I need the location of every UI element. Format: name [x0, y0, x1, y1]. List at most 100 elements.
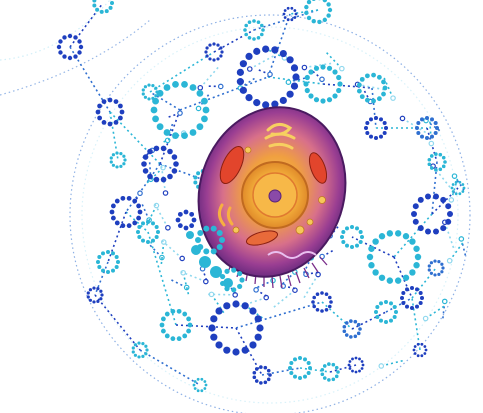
network-node	[165, 224, 171, 231]
ring-dot	[425, 116, 429, 120]
ring-dot	[204, 50, 208, 54]
ring-dot	[266, 377, 271, 382]
ring-dot	[67, 33, 73, 39]
ring-dot	[212, 58, 216, 62]
ring-dot	[56, 44, 62, 50]
ring-dot	[141, 92, 145, 96]
ring-dot	[67, 55, 73, 61]
ring-dot	[152, 115, 159, 123]
ring-dot	[327, 378, 331, 382]
ring-dot	[427, 264, 431, 268]
ring-dot	[117, 115, 123, 121]
ring-dot	[137, 355, 141, 359]
ring-dot	[176, 308, 182, 314]
network-branch	[148, 243, 163, 259]
ring-dot	[219, 54, 223, 58]
network-link	[109, 111, 161, 165]
ring-dot	[381, 91, 386, 97]
ring-dot	[114, 198, 120, 204]
ring-dot	[358, 327, 362, 331]
ring-dot	[254, 333, 262, 341]
ring-dot	[173, 161, 179, 167]
ring-dot	[86, 291, 90, 295]
ring-dot	[420, 342, 424, 346]
ring-dot	[371, 98, 376, 104]
ring-dot	[147, 83, 151, 87]
network-branch	[425, 304, 447, 320]
ring-dot	[461, 190, 465, 193]
ring-dot	[417, 225, 424, 232]
ring-dot	[203, 248, 210, 255]
ring-dot	[433, 121, 438, 125]
network-branch	[441, 301, 446, 320]
ring-dot	[443, 160, 447, 164]
ring-dot	[348, 367, 352, 370]
ring-dot	[203, 225, 210, 232]
ring-dot	[306, 15, 312, 21]
network-ring	[311, 291, 333, 313]
ring-dot	[113, 119, 119, 125]
ring-dot	[331, 377, 336, 382]
ring-dot	[353, 334, 358, 339]
network-node	[315, 271, 321, 278]
ring-dot	[210, 225, 217, 232]
network-branch	[402, 117, 429, 135]
ring-dot	[441, 266, 445, 270]
ring-dot	[360, 367, 364, 370]
ring-dot	[86, 295, 90, 299]
ring-dot	[438, 167, 443, 172]
ring-dot	[147, 148, 153, 155]
ring-dot	[356, 331, 361, 336]
ring-dot	[259, 381, 263, 385]
ring-dot	[172, 132, 179, 140]
ring-dot	[210, 248, 217, 255]
ring-dot	[303, 374, 307, 379]
ring-dot	[160, 176, 167, 183]
ring-dot	[413, 262, 420, 269]
ring-dot	[141, 88, 145, 92]
network-link	[149, 91, 181, 111]
ring-dot	[462, 186, 466, 190]
ring-dot	[205, 46, 209, 50]
ring-dot	[320, 367, 325, 372]
ring-dot	[386, 230, 394, 237]
network-branch	[249, 53, 277, 70]
network-branch	[160, 241, 165, 266]
ring-dot	[415, 287, 419, 292]
ring-dot	[440, 262, 444, 266]
ring-dot	[97, 255, 102, 259]
network-branch	[281, 271, 296, 286]
ring-dot	[418, 301, 423, 305]
ring-dot	[244, 23, 249, 28]
ring-dot	[433, 131, 438, 135]
ring-dot	[327, 7, 333, 13]
network-ring	[356, 72, 388, 104]
ring-dot	[440, 270, 444, 274]
ring-dot	[350, 225, 354, 229]
ring-dot	[110, 215, 116, 221]
ring-dot	[210, 333, 218, 341]
ring-dot	[254, 379, 259, 383]
network-ring	[159, 308, 193, 342]
ring-dot	[368, 262, 375, 269]
ring-dot	[252, 19, 256, 23]
ring-dot	[143, 85, 148, 89]
ring-dot	[438, 152, 443, 157]
ring-dot	[378, 233, 386, 240]
ring-dot	[429, 261, 434, 265]
ring-dot	[141, 342, 145, 346]
ring-dot	[232, 348, 240, 356]
network-node	[246, 66, 253, 72]
network-branch	[161, 132, 185, 144]
ring-dot	[136, 230, 140, 234]
ring-dot	[101, 99, 107, 105]
ring-dot	[205, 54, 209, 58]
network-link	[322, 83, 373, 89]
ring-dot	[344, 321, 349, 325]
ring-dot	[171, 168, 178, 174]
ring-dot	[144, 352, 148, 356]
network-ring	[412, 342, 428, 358]
network-ring	[252, 365, 272, 385]
ring-dot	[191, 245, 201, 255]
network-branch	[256, 279, 274, 289]
